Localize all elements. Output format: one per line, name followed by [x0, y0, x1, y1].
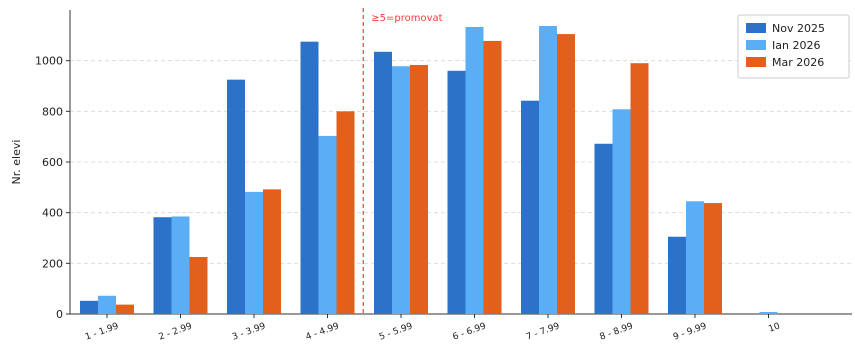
bar-mar-2026 — [410, 64, 428, 315]
x-tick-label: 7 - 7.99 — [525, 321, 561, 342]
x-tick-label: 1 - 1.99 — [84, 321, 120, 342]
bar-nov-2025 — [300, 41, 319, 315]
legend-label: Mar 2026 — [772, 56, 824, 69]
bar-ian-2026 — [245, 191, 263, 314]
bar-ian-2026 — [392, 66, 410, 315]
y-tick-label: 800 — [42, 105, 63, 118]
bar-mar-2026 — [557, 34, 575, 315]
bar-mar-2026 — [483, 40, 502, 314]
legend-label: Nov 2025 — [772, 22, 825, 35]
bar-nov-2025 — [447, 70, 466, 314]
bar-nov-2025 — [227, 79, 245, 315]
bar-ian-2026 — [686, 201, 704, 314]
bar-nov-2025 — [594, 143, 613, 314]
bar-ian-2026 — [171, 216, 190, 314]
y-tick-label: 1000 — [35, 55, 63, 68]
y-tick-label: 600 — [42, 156, 63, 169]
x-tick-label: 8 - 8.99 — [598, 321, 634, 342]
y-tick-label: 400 — [42, 207, 63, 220]
x-tick-label: 2 - 2.99 — [157, 321, 193, 342]
bar-nov-2025 — [153, 217, 172, 314]
y-tick-label: 200 — [42, 257, 63, 270]
y-axis-label: Nr. elevi — [10, 140, 23, 185]
legend-swatch — [746, 57, 766, 67]
x-tick-label: 3 - 3.99 — [231, 321, 267, 342]
bar-ian-2026 — [759, 311, 778, 314]
legend-swatch — [746, 23, 766, 33]
x-tick-label: 5 - 5.99 — [378, 321, 414, 342]
bar-ian-2026 — [318, 135, 337, 314]
x-tick-label: 9 - 9.99 — [672, 321, 708, 342]
bar-ian-2026 — [98, 295, 116, 314]
bar-ian-2026 — [539, 25, 557, 315]
bar-mar-2026 — [116, 304, 134, 314]
bar-ian-2026 — [465, 26, 484, 315]
bar-nov-2025 — [374, 51, 392, 315]
bar-ian-2026 — [612, 109, 631, 314]
bar-mar-2026 — [263, 189, 281, 314]
legend-label: Ian 2026 — [772, 39, 820, 52]
x-tick-label: 6 - 6.99 — [451, 321, 487, 342]
bar-nov-2025 — [521, 100, 539, 315]
x-tick-label: 4 - 4.99 — [304, 321, 340, 342]
bar-nov-2025 — [80, 300, 98, 314]
bar-nov-2025 — [668, 236, 686, 314]
bar-mar-2026 — [189, 257, 208, 314]
bar-mar-2026 — [630, 63, 649, 315]
x-tick-label: 10 — [767, 321, 781, 334]
promovat-annotation: ≥5=promovat — [371, 13, 442, 24]
bar-mar-2026 — [336, 111, 355, 314]
legend-swatch — [746, 40, 766, 50]
y-tick-label: 0 — [56, 308, 63, 321]
bar-mar-2026 — [704, 203, 722, 314]
